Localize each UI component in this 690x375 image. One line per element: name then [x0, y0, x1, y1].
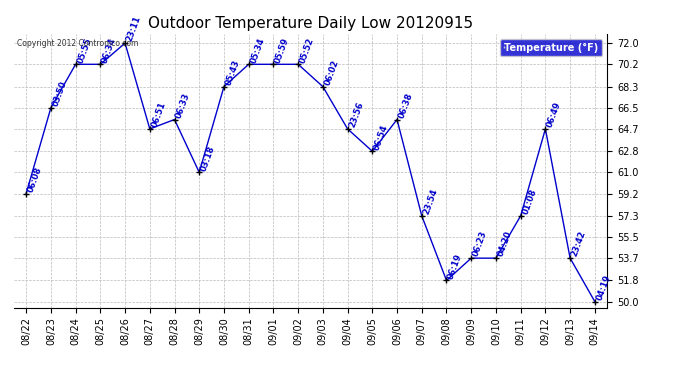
Text: 01:08: 01:08: [521, 188, 538, 216]
Text: 03:18: 03:18: [199, 144, 217, 172]
Title: Outdoor Temperature Daily Low 20120915: Outdoor Temperature Daily Low 20120915: [148, 16, 473, 31]
Text: 23:11: 23:11: [125, 15, 143, 43]
Text: 06:51: 06:51: [150, 101, 168, 129]
Text: 04:19: 04:19: [595, 273, 613, 302]
Text: 05:43: 05:43: [224, 58, 241, 87]
Text: 05:52: 05:52: [298, 36, 316, 64]
Text: 06:19: 06:19: [446, 252, 464, 280]
Text: 06:08: 06:08: [26, 165, 43, 194]
Text: 05:55: 05:55: [76, 36, 93, 64]
Text: 03:50: 03:50: [51, 80, 68, 108]
Text: 06:49: 06:49: [545, 101, 563, 129]
Legend: Temperature (°F): Temperature (°F): [500, 39, 602, 57]
Text: 06:23: 06:23: [471, 230, 489, 258]
Text: 06:54: 06:54: [373, 123, 390, 151]
Text: 05:59: 05:59: [273, 36, 291, 64]
Text: 06:33: 06:33: [175, 92, 192, 120]
Text: 23:42: 23:42: [570, 230, 588, 258]
Text: 06:34: 06:34: [100, 36, 118, 64]
Text: 06:02: 06:02: [323, 58, 340, 87]
Text: 23:54: 23:54: [422, 188, 440, 216]
Text: 06:38: 06:38: [397, 92, 415, 120]
Text: Copyright 2012 Contronico.com: Copyright 2012 Contronico.com: [17, 39, 138, 48]
Text: 05:34: 05:34: [248, 36, 266, 64]
Text: 23:56: 23:56: [348, 101, 365, 129]
Text: 04:20: 04:20: [496, 230, 513, 258]
